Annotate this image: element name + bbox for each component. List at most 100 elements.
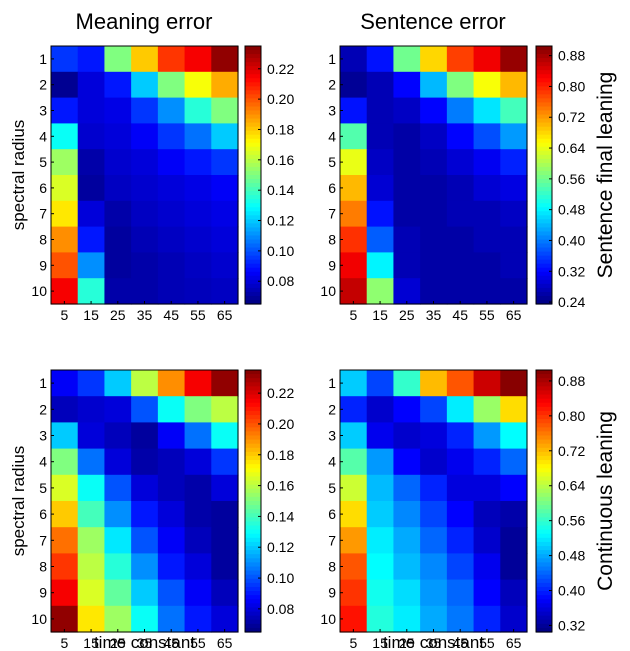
heatmap-cell	[131, 200, 159, 228]
x-tick-label: 25	[399, 307, 415, 323]
colorbar-segment	[536, 509, 552, 514]
x-tick-label: 35	[137, 307, 153, 323]
colorbar-segment	[245, 130, 261, 136]
heatmap-cell	[184, 175, 212, 202]
colorbar: 0.24 0.32 0.40 0.48 0.56 0.64 0.72 0.80 0.88	[535, 45, 585, 310]
y-tick-label: 9	[39, 257, 47, 273]
heatmap-cell	[340, 175, 368, 202]
colorbar-segment	[245, 187, 261, 192]
colorbar-segment	[536, 243, 552, 249]
colorbar-segment	[536, 46, 552, 51]
colorbar-tick-label: 0.10	[267, 243, 294, 259]
colorbar-segment	[536, 74, 552, 79]
colorbar-segment	[245, 247, 261, 253]
colorbar-segment	[245, 554, 261, 559]
heatmap-cell	[366, 278, 395, 305]
colorbar-segment	[245, 62, 261, 67]
colorbar-segment	[245, 447, 261, 453]
colorbar-segment	[536, 460, 552, 465]
heatmap-cell	[157, 579, 186, 607]
y-tick-label: 8	[328, 232, 336, 248]
x-tick-label: 25	[110, 307, 126, 323]
heatmap-cell	[104, 149, 132, 176]
colorbar-segment	[536, 295, 552, 301]
colorbar-segment	[536, 627, 552, 633]
heatmap-cell	[446, 252, 475, 279]
heatmap-cell	[157, 149, 186, 176]
heatmap-cell	[500, 579, 528, 607]
colorbar-segment	[245, 525, 261, 531]
heatmap-cell	[393, 97, 421, 124]
heatmap-cell	[446, 71, 475, 99]
x-tick-label: 55	[190, 635, 206, 651]
heatmap-cell	[104, 553, 132, 581]
heatmap-cell	[211, 422, 239, 450]
heatmap-cell	[340, 370, 368, 397]
colorbar-tick-label: 0.48	[558, 548, 585, 564]
heatmap-cell	[473, 252, 501, 279]
colorbar-tick-label: 0.64	[558, 478, 585, 494]
heatmap-cell	[366, 46, 395, 73]
colorbar-segment	[245, 215, 261, 220]
heatmap-cell	[131, 123, 159, 150]
colorbar-segment	[245, 586, 261, 592]
heatmap-cell	[340, 579, 368, 607]
heatmap-cell	[473, 46, 501, 73]
colorbar-segment	[245, 98, 261, 104]
colorbar-segment	[245, 505, 261, 510]
heatmap-cell	[446, 46, 475, 73]
colorbar-tick-label: 0.32	[558, 617, 585, 633]
heatmap-cell	[420, 422, 448, 450]
colorbar-segment	[245, 106, 261, 112]
heatmap-cell	[446, 527, 475, 554]
heatmap-cell	[211, 175, 239, 202]
colorbar-frame	[535, 369, 553, 633]
heatmap-cell	[51, 422, 79, 450]
heatmap-cell	[184, 252, 212, 279]
heatmap-cell	[104, 252, 132, 279]
colorbar-segment	[536, 134, 552, 140]
colorbar-segment	[245, 415, 261, 420]
heatmap-cell	[131, 370, 159, 397]
heatmap-cell	[184, 605, 212, 633]
heatmap-cell	[420, 501, 448, 528]
heatmap-cell	[473, 579, 501, 607]
colorbar-segment	[245, 255, 261, 261]
x-tick-label: 65	[506, 635, 522, 651]
heatmap-cell	[420, 553, 448, 581]
colorbar-segment	[245, 513, 261, 518]
heatmap-cell	[500, 175, 528, 202]
colorbar-segment	[245, 271, 261, 277]
colorbar-segment	[245, 166, 261, 172]
colorbar-segment	[245, 275, 261, 281]
colorbar-segment	[536, 175, 552, 180]
colorbar-segment	[536, 521, 552, 527]
colorbar-segment	[536, 235, 552, 241]
colorbar-segment	[536, 199, 552, 204]
heatmap-cell	[77, 579, 106, 607]
colorbar-segment	[536, 299, 552, 305]
colorbar-segment	[536, 223, 552, 229]
colorbar-segment	[245, 162, 261, 168]
heatmap-cell	[184, 553, 212, 581]
colorbar-segment	[245, 578, 261, 584]
colorbar-segment	[245, 492, 261, 498]
colorbar-tick-label: 0.22	[267, 61, 294, 77]
heatmap-cell	[131, 605, 159, 633]
heatmap-cell	[340, 422, 368, 450]
colorbar-segment	[536, 386, 552, 392]
heatmap-cell	[104, 97, 132, 124]
heatmap-cell	[473, 97, 501, 124]
heatmap-cell	[157, 71, 186, 99]
heatmap-cell	[51, 252, 79, 279]
colorbar-segment	[245, 235, 261, 241]
heatmap-cell	[51, 278, 79, 305]
colorbar-tick-label: 0.08	[267, 601, 294, 617]
colorbar-segment	[536, 231, 552, 237]
colorbar-segment	[536, 566, 552, 572]
heatmap-cell	[51, 474, 79, 502]
colorbar-segment	[245, 427, 261, 432]
y-tick-label: 6	[39, 180, 47, 196]
colorbar-segment	[245, 243, 261, 249]
